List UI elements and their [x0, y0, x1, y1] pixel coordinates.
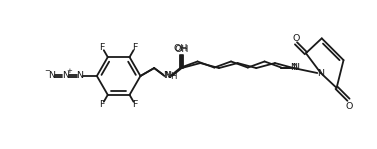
Text: OH: OH	[173, 44, 188, 53]
Text: N: N	[292, 63, 299, 72]
Text: N: N	[62, 72, 69, 80]
Text: F: F	[100, 43, 105, 52]
Text: OH: OH	[175, 45, 189, 54]
Text: H: H	[170, 72, 176, 82]
Text: N: N	[77, 72, 84, 80]
Text: F: F	[132, 100, 138, 109]
Text: N: N	[164, 72, 172, 80]
Text: N: N	[164, 71, 170, 80]
Text: N: N	[290, 63, 297, 72]
Text: +: +	[67, 68, 72, 74]
Text: N: N	[48, 72, 55, 80]
Text: O: O	[292, 34, 300, 43]
Text: N: N	[317, 69, 324, 77]
Text: F: F	[132, 43, 138, 52]
Text: O: O	[346, 102, 353, 111]
Text: F: F	[100, 100, 105, 109]
Text: −: −	[44, 68, 50, 74]
